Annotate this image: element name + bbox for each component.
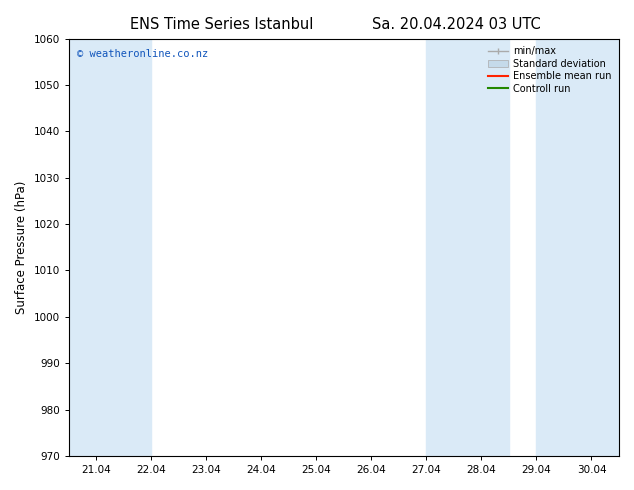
Legend: min/max, Standard deviation, Ensemble mean run, Controll run: min/max, Standard deviation, Ensemble me… xyxy=(486,44,614,97)
Bar xyxy=(536,39,619,456)
Y-axis label: Surface Pressure (hPa): Surface Pressure (hPa) xyxy=(15,181,28,314)
Text: © weatheronline.co.nz: © weatheronline.co.nz xyxy=(77,49,209,59)
Bar xyxy=(427,39,509,456)
Bar xyxy=(69,39,152,456)
Text: Sa. 20.04.2024 03 UTC: Sa. 20.04.2024 03 UTC xyxy=(372,17,541,32)
Text: ENS Time Series Istanbul: ENS Time Series Istanbul xyxy=(130,17,314,32)
